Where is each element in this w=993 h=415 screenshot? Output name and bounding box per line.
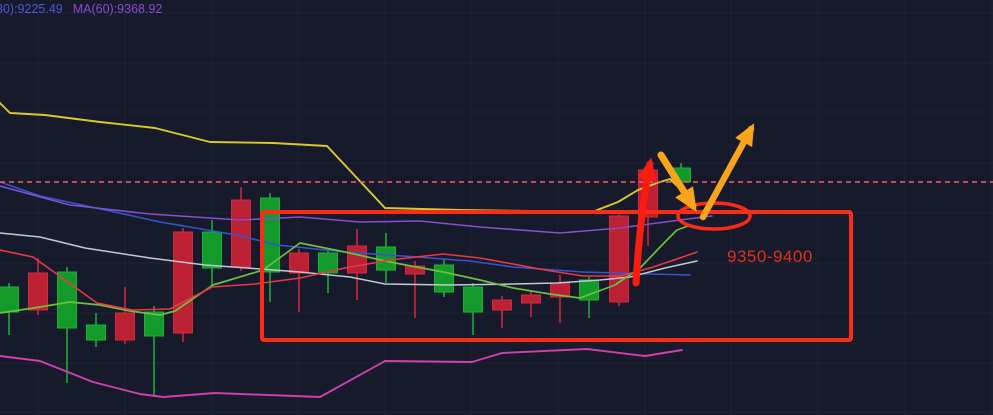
candles [0,163,691,397]
candle-body-down [115,312,135,341]
candle-body-down [347,245,367,274]
ma60-purple [0,185,713,234]
overlay-lines [0,102,713,398]
candle-body-up [318,252,338,274]
candle-body-up [579,279,599,301]
candle-body-up [0,286,19,313]
candle-body-up [144,311,164,337]
candle-body-up [434,264,454,293]
candle-body-up [376,246,396,271]
range-box-annotation [260,210,853,342]
candle-body-down [173,231,193,334]
boll-lower-pink [0,348,683,398]
candle-body-down [28,272,48,311]
candle-body-down [609,215,629,303]
ma-red [0,249,698,311]
candle-body-down [231,199,251,268]
boll-upper-yellow [0,102,682,213]
ma-green [0,225,689,316]
breakout-up-arrow [699,123,755,221]
annotations [0,123,993,342]
candle-body-up [463,286,483,313]
candle-body-down [492,299,512,311]
candle-body-down [289,252,309,274]
ma30-blue [0,181,691,276]
ma-white [0,232,698,286]
candle-body-up [57,271,77,329]
impulse-up-arrow [632,157,657,287]
candle-body-up [202,231,222,269]
candle-body-up [86,324,106,341]
candle-body-down [521,294,541,304]
focus-ellipse-annotation [676,201,752,231]
pullback-down-arrow [657,151,697,213]
